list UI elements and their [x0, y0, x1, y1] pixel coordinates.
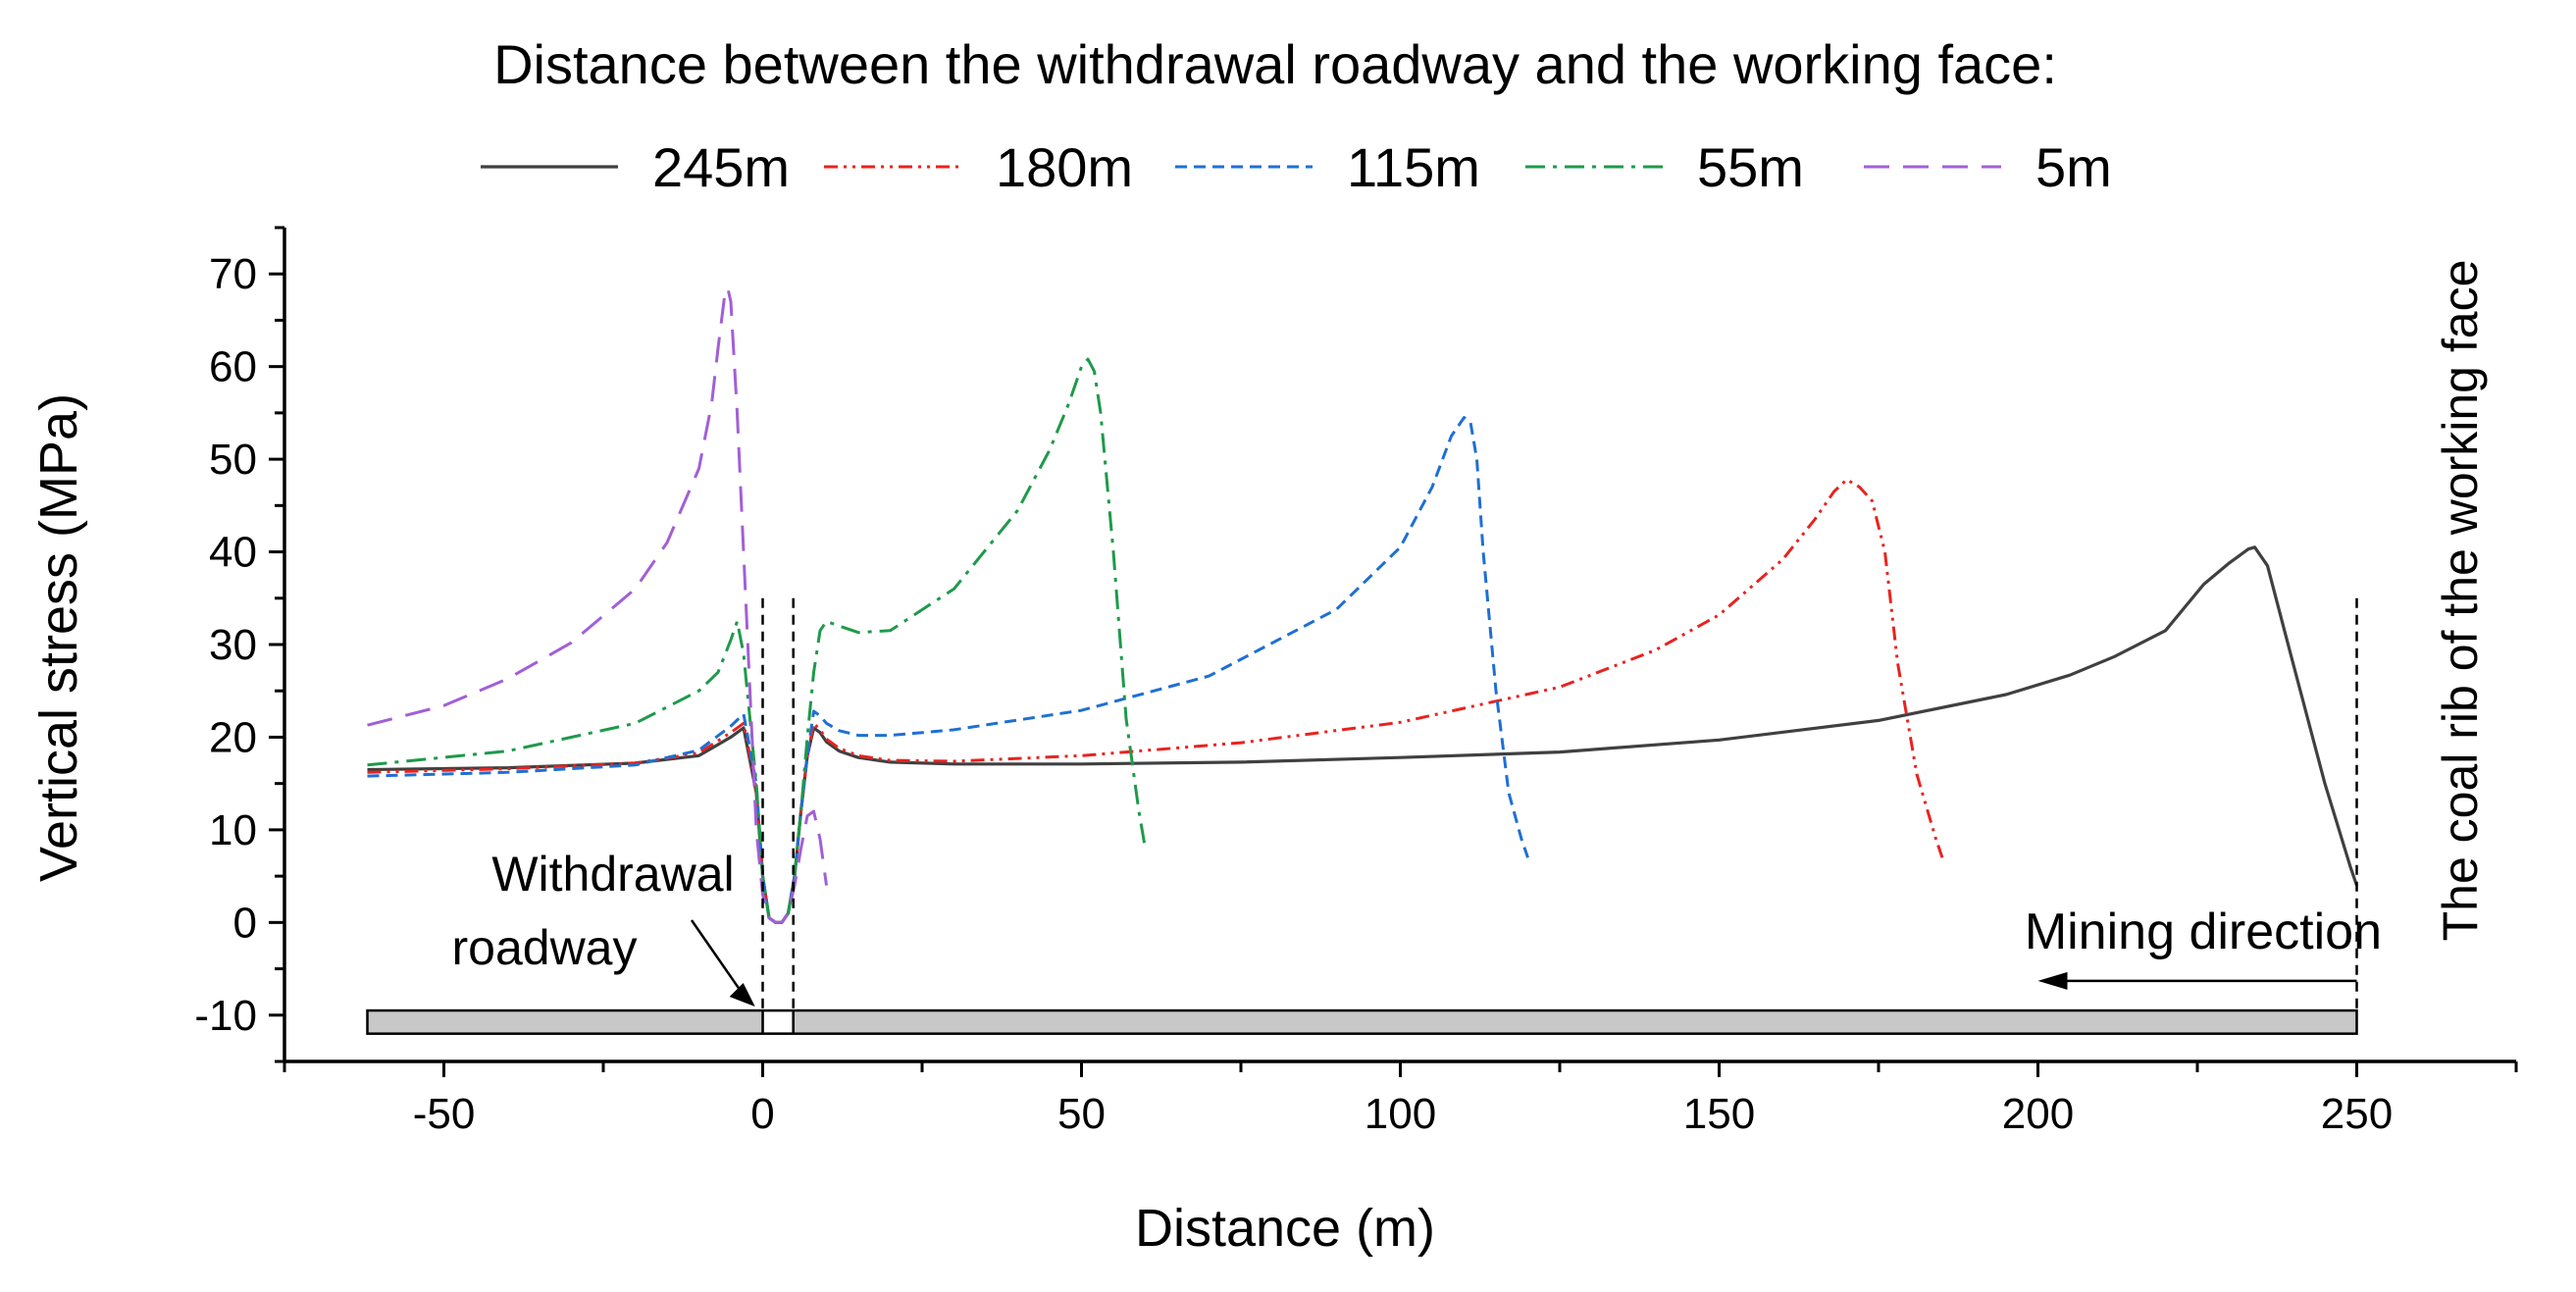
y-tick-label-40: 40	[209, 529, 257, 577]
x-tick-label-250: 250	[2321, 1090, 2393, 1138]
series-line-5m	[367, 285, 828, 924]
y-axis-label: Vertical stress (MPa)	[29, 393, 88, 882]
y-tick-label-60: 60	[209, 343, 257, 391]
withdrawal-label-line1: Withdrawal	[491, 847, 734, 902]
y-tick-label-70: 70	[209, 250, 257, 298]
x-axis-label: Distance (m)	[1135, 1199, 1435, 1258]
coal-seam	[366, 1008, 2358, 1035]
chart-title: Distance between the withdrawal roadway …	[493, 33, 2057, 95]
x-tick-label-200: 200	[2002, 1090, 2074, 1138]
x-tick-label-100: 100	[1365, 1090, 1436, 1138]
x-tick-label-0: 0	[750, 1090, 774, 1138]
x-tick-label-50: 50	[1057, 1090, 1106, 1138]
coal-rib-label: The coal rib of the working face	[2433, 260, 2488, 942]
y-tick-label-20: 20	[209, 713, 257, 761]
legend-label-55m: 55m	[1697, 136, 1804, 198]
axes: -50 0 50 100 150 200 250 -10 0 10 20 30 40 50 60 70	[194, 226, 2518, 1138]
y-tick-label--10: -10	[194, 992, 257, 1040]
roadway-pointer-head	[729, 983, 755, 1008]
y-tick-label-30: 30	[209, 621, 257, 669]
coal-seam-rect	[366, 1008, 2358, 1035]
y-tick-label-10: 10	[209, 806, 257, 854]
roadway-gap	[764, 1011, 793, 1033]
mining-direction-arrow-head	[2037, 971, 2068, 990]
series-line-55m	[367, 357, 1147, 924]
legend-label-245m: 245m	[652, 136, 790, 198]
withdrawal-label-line2: roadway	[452, 920, 638, 975]
legend: 245m 180m 115m 55m 5m	[481, 136, 2112, 198]
mining-direction-label: Mining direction	[2025, 904, 2382, 960]
series-group	[367, 285, 2359, 924]
x-tick-label--50: -50	[413, 1090, 476, 1138]
reference-lines	[690, 597, 2358, 1011]
legend-label-5m: 5m	[2035, 136, 2112, 198]
legend-label-180m: 180m	[996, 136, 1133, 198]
x-tick-label-150: 150	[1683, 1090, 1755, 1138]
legend-label-115m: 115m	[1347, 136, 1480, 198]
y-tick-label-0: 0	[233, 899, 257, 947]
roadway-pointer-shaft	[690, 919, 745, 996]
y-tick-label-50: 50	[209, 436, 257, 484]
